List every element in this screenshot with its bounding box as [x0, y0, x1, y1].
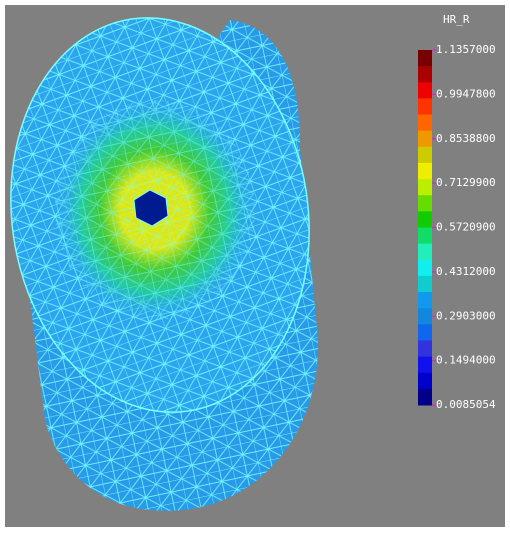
legend-label: 0.0085054 [436, 398, 496, 411]
model [0, 0, 334, 511]
color-band [418, 66, 432, 83]
color-band [418, 308, 432, 325]
legend-labels: 1.1357000 0.9947800 0.8538800 0.7129900 0.57… [432, 43, 496, 411]
legend-label: 0.8538800 [436, 132, 496, 145]
legend-label: 0.9947800 [436, 87, 496, 100]
color-band [418, 179, 432, 196]
legend-label: 0.7129900 [436, 176, 496, 189]
legend-label: 0.1494000 [436, 354, 496, 367]
color-band [418, 228, 432, 245]
color-band [418, 276, 432, 293]
legend-label: 0.2903000 [436, 309, 496, 322]
legend-label: 1.1357000 [436, 43, 496, 56]
color-band [418, 292, 432, 309]
color-band [418, 211, 432, 228]
color-band [418, 98, 432, 115]
color-band [418, 373, 432, 390]
color-bar [418, 50, 432, 406]
color-band [418, 195, 432, 212]
legend-label: 0.5720900 [436, 221, 496, 234]
color-band [418, 357, 432, 374]
color-band [418, 260, 432, 277]
viewport: HR_R 1.1357000 0.9947800 0.8538800 0.712990… [0, 0, 510, 533]
color-band [418, 115, 432, 132]
color-band [418, 163, 432, 180]
color-band [418, 389, 432, 406]
color-band [418, 131, 432, 148]
color-band [418, 147, 432, 164]
color-band [418, 82, 432, 99]
legend-title: HR_R [443, 13, 470, 26]
color-band [418, 324, 432, 341]
color-band [418, 244, 432, 261]
page: HR_R 1.1357000 0.9947800 0.8538800 0.712990… [0, 0, 510, 533]
color-band [418, 340, 432, 357]
legend-label: 0.4312000 [436, 265, 496, 278]
color-band [418, 50, 432, 67]
